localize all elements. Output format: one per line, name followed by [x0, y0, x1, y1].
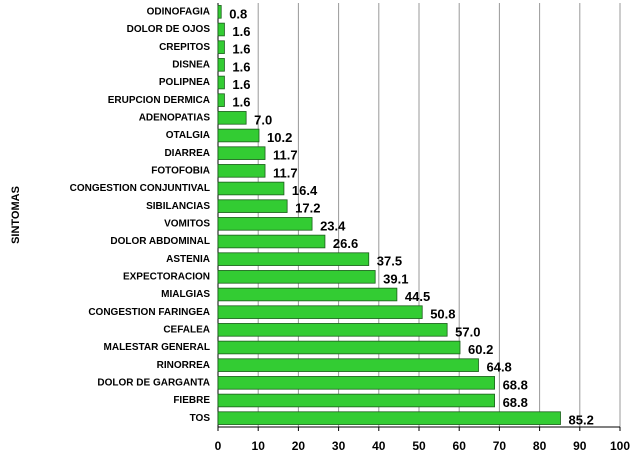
y-tick-label: CONGESTION CONJUNTIVAL — [70, 183, 210, 194]
y-tick-label: DIARREA — [164, 148, 210, 159]
value-label: 68.8 — [503, 377, 528, 392]
value-label: 39.1 — [383, 271, 408, 286]
x-tick-label: 90 — [573, 439, 587, 453]
bar — [217, 234, 326, 249]
bar — [217, 287, 398, 302]
value-label: 64.8 — [486, 360, 511, 375]
value-label: 1.6 — [232, 24, 250, 39]
x-tick-label: 70 — [493, 439, 507, 453]
value-label: 68.8 — [503, 395, 528, 410]
x-tick-label: 100 — [610, 439, 630, 453]
value-label: 17.2 — [295, 201, 320, 216]
bar — [217, 305, 423, 319]
bar — [217, 40, 225, 54]
value-label: 60.2 — [468, 342, 493, 357]
y-tick-label: SIBILANCIAS — [146, 201, 210, 212]
bar — [217, 323, 448, 337]
bar — [217, 128, 260, 143]
x-tick-label: 20 — [292, 439, 306, 453]
value-label: 57.0 — [455, 324, 480, 339]
bar — [217, 181, 285, 196]
bar — [217, 5, 222, 19]
y-tick-label: DOLOR DE GARGANTA — [97, 377, 210, 388]
y-tick-label: CONGESTION FARINGEA — [88, 307, 210, 318]
bar — [217, 376, 495, 390]
value-label: 16.4 — [292, 183, 318, 198]
y-tick-label: FIEBRE — [173, 395, 210, 406]
bar — [217, 164, 266, 178]
x-tick-label: 0 — [215, 439, 222, 453]
bar — [217, 93, 225, 107]
y-tick-label: DISNEA — [172, 59, 210, 70]
y-tick-label: RINORREA — [157, 360, 210, 371]
y-tick-label: VOMITOS — [164, 218, 210, 229]
bar — [217, 252, 370, 266]
bar — [217, 270, 376, 284]
value-label: 10.2 — [267, 130, 292, 145]
x-tick-label: 10 — [252, 439, 266, 453]
value-label: 50.8 — [430, 307, 455, 322]
value-label: 85.2 — [569, 413, 594, 428]
bar — [217, 217, 313, 231]
value-label: 26.6 — [333, 236, 358, 251]
y-tick-label: OTALGIA — [166, 130, 210, 141]
bar — [217, 411, 561, 425]
value-label: 7.0 — [254, 112, 272, 127]
x-tick-label: 50 — [412, 439, 426, 453]
value-label: 23.4 — [320, 218, 346, 233]
x-tick-label: 30 — [332, 439, 346, 453]
bar — [217, 199, 288, 213]
y-tick-label: DOLOR DE OJOS — [127, 24, 211, 35]
y-tick-label: ADENOPATIAS — [139, 112, 211, 123]
y-tick-label: EXPECTORACION — [123, 271, 210, 282]
bar — [217, 340, 461, 355]
bar — [217, 393, 495, 408]
y-tick-label: ERUPCION DERMICA — [108, 95, 210, 106]
x-tick-label: 80 — [533, 439, 547, 453]
bar — [217, 22, 225, 37]
y-tick-label: FOTOFOBIA — [151, 165, 210, 176]
y-tick-label: CREPITOS — [159, 42, 210, 53]
y-tick-label: TOS — [190, 413, 211, 424]
bar — [217, 111, 247, 125]
bar — [217, 358, 479, 372]
bar — [217, 58, 225, 72]
y-tick-label: DOLOR ABDOMINAL — [110, 236, 210, 247]
y-tick-label: POLIPNEA — [159, 77, 210, 88]
x-tick-label: 60 — [453, 439, 467, 453]
value-label: 1.6 — [232, 42, 250, 57]
value-label: 0.8 — [229, 6, 247, 21]
y-tick-label: ASTENIA — [166, 254, 210, 265]
value-label: 1.6 — [232, 59, 250, 74]
bar — [217, 146, 266, 160]
value-label: 44.5 — [405, 289, 430, 304]
bar — [217, 75, 225, 90]
y-tick-label: MALESTAR GENERAL — [104, 342, 210, 353]
value-label: 37.5 — [377, 254, 402, 269]
y-tick-label: CEFALEA — [163, 324, 210, 335]
y-axis-title: SINTOMAS — [10, 186, 22, 244]
value-label: 1.6 — [232, 95, 250, 110]
value-label: 1.6 — [232, 77, 250, 92]
value-label: 11.7 — [273, 165, 298, 180]
y-tick-label: ODINOFAGIA — [147, 6, 210, 17]
value-label: 11.7 — [273, 148, 298, 163]
y-tick-label: MIALGIAS — [161, 289, 210, 300]
x-tick-label: 40 — [372, 439, 386, 453]
